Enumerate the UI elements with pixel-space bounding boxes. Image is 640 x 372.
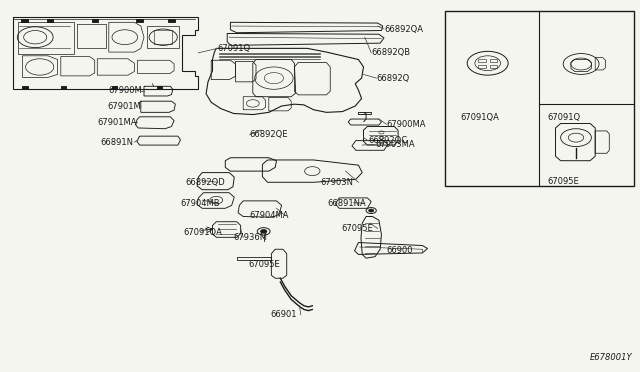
- Text: 66892QD: 66892QD: [186, 178, 225, 187]
- Text: 67901MA: 67901MA: [97, 118, 137, 126]
- Text: 66900: 66900: [387, 246, 413, 255]
- Text: 66892QB: 66892QB: [371, 48, 410, 57]
- Bar: [61, 86, 66, 89]
- Bar: [112, 86, 117, 89]
- Circle shape: [260, 230, 267, 233]
- Text: 67091Q: 67091Q: [218, 44, 251, 53]
- Bar: [21, 19, 28, 22]
- Text: 67901M: 67901M: [108, 102, 141, 110]
- Text: 66892QA: 66892QA: [384, 25, 423, 33]
- Text: 67904MA: 67904MA: [250, 211, 289, 220]
- Text: 66892QE: 66892QE: [250, 130, 288, 139]
- Text: 67091Q: 67091Q: [548, 113, 581, 122]
- Bar: [168, 19, 175, 22]
- Text: 66892Q: 66892Q: [376, 74, 410, 83]
- Text: 67095E: 67095E: [548, 177, 580, 186]
- Bar: [136, 19, 143, 22]
- Text: 67091QA: 67091QA: [461, 113, 500, 122]
- Text: E678001Y: E678001Y: [589, 353, 632, 362]
- Text: 67936M: 67936M: [233, 233, 267, 242]
- Text: 67900M: 67900M: [109, 86, 143, 95]
- Bar: [92, 19, 98, 22]
- Bar: [157, 86, 162, 89]
- Text: 67900MA: 67900MA: [387, 120, 426, 129]
- Circle shape: [369, 209, 374, 212]
- Text: 66892QC: 66892QC: [368, 136, 407, 145]
- Bar: [445, 11, 634, 186]
- Text: 66901: 66901: [270, 310, 296, 319]
- Text: 67903MA: 67903MA: [375, 140, 415, 149]
- Text: 67904MB: 67904MB: [180, 199, 220, 208]
- Bar: [22, 86, 28, 89]
- Text: 66891NA: 66891NA: [328, 199, 367, 208]
- Bar: [478, 59, 486, 62]
- Bar: [490, 65, 497, 68]
- Text: 67903N: 67903N: [320, 178, 353, 187]
- Bar: [478, 65, 486, 68]
- Text: 67091QA: 67091QA: [183, 228, 222, 237]
- Text: 67095E: 67095E: [342, 224, 374, 233]
- Text: 66891N: 66891N: [100, 138, 134, 147]
- Text: 67095E: 67095E: [248, 260, 280, 269]
- Bar: [490, 59, 497, 62]
- Bar: [47, 19, 53, 22]
